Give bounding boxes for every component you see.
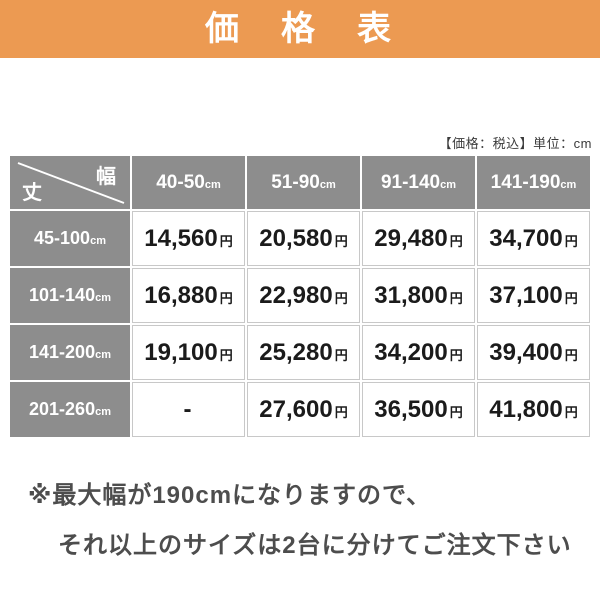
footnote-line1: ※最大幅が190cmになりますので、 (28, 482, 432, 509)
price-cell: 37,100 円 (477, 268, 590, 323)
footnote-line2: それ以上のサイズは2台に分けてご注文下さい (58, 532, 572, 559)
col-header-91-140: 91-140cm (362, 156, 475, 209)
table-header-row: 幅 丈 40-50cm 51-90cm 91-140cm 141-190cm (10, 156, 590, 209)
page-title: 価 格 表 (205, 10, 395, 48)
price-cell: 27,600 円 (247, 382, 360, 437)
col-header-51-90: 51-90cm (247, 156, 360, 209)
price-cell: 39,400 円 (477, 325, 590, 380)
row-header-141-200: 141-200cm (10, 325, 130, 380)
price-cell: 14,560 円 (132, 211, 245, 266)
price-cell: 31,800 円 (362, 268, 475, 323)
corner-cell: 幅 丈 (10, 156, 130, 209)
page-title-banner: 価 格 表 (0, 0, 600, 58)
width-axis-label: 幅 (96, 166, 116, 188)
height-axis-label: 丈 (22, 182, 42, 204)
max-width-footnote: ※最大幅が190cmになりますので、 それ以上のサイズは2台に分けてご注文下さい (28, 481, 572, 561)
price-cell: 22,980 円 (247, 268, 360, 323)
col-header-40-50: 40-50cm (132, 156, 245, 209)
tax-unit-note: 【価格：税込】単位：cm (438, 136, 592, 151)
table-row: 101-140cm 16,880 円 22,980 円 31,800 円 37,100… (10, 268, 590, 323)
price-cell: 25,280 円 (247, 325, 360, 380)
row-header-45-100: 45-100cm (10, 211, 130, 266)
price-cell: 29,480 円 (362, 211, 475, 266)
table-row: 201-260cm - 27,600 円 36,500 円 41,800 円 (10, 382, 590, 437)
table-row: 141-200cm 19,100 円 25,280 円 34,200 円 39,400… (10, 325, 590, 380)
price-cell: 19,100 円 (132, 325, 245, 380)
price-cell-empty: - (132, 382, 245, 437)
row-header-101-140: 101-140cm (10, 268, 130, 323)
price-cell: 20,580 円 (247, 211, 360, 266)
price-table: 幅 丈 40-50cm 51-90cm 91-140cm 141-190cm 4… (8, 154, 592, 439)
price-cell: 34,200 円 (362, 325, 475, 380)
price-cell: 36,500 円 (362, 382, 475, 437)
price-cell: 41,800 円 (477, 382, 590, 437)
row-header-201-260: 201-260cm (10, 382, 130, 437)
table-row: 45-100cm 14,560 円 20,580 円 29,480 円 34,700 円 (10, 211, 590, 266)
price-cell: 16,880 円 (132, 268, 245, 323)
col-header-141-190: 141-190cm (477, 156, 590, 209)
price-cell: 34,700 円 (477, 211, 590, 266)
diagonal-divider-icon (17, 162, 125, 204)
